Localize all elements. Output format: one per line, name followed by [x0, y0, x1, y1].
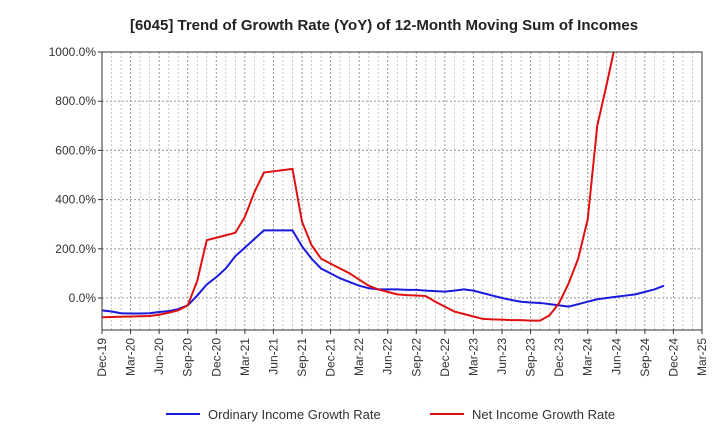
plot-frame [101, 51, 703, 331]
x-axis: Dec-19 Mar-20 Jun-20 Sep-20 Dec-20 Mar-21 Jun-… [95, 330, 709, 377]
x-tick-label: Mar-24 [581, 338, 595, 376]
x-tick-label: Mar-20 [124, 338, 138, 376]
y-tick-label: 0.0% [69, 291, 97, 305]
series-line-ordinary-income [102, 229, 665, 315]
x-tick-label: Sep-23 [524, 338, 538, 377]
x-tick-label: Mar-22 [352, 338, 366, 376]
x-tick-label: Sep-22 [409, 338, 423, 377]
y-tick-label: 1000.0% [49, 45, 97, 59]
series-line-net-income [102, 52, 615, 322]
x-tick-label: Mar-21 [238, 338, 252, 376]
x-tick-label: Dec-20 [209, 338, 223, 377]
legend: Ordinary Income Growth Rate Net Income Gr… [166, 407, 615, 422]
x-tick-label: Dec-23 [552, 338, 566, 377]
x-tick-label: Sep-20 [181, 338, 195, 377]
grid [101, 51, 703, 330]
y-tick-label: 600.0% [55, 143, 96, 157]
legend-label: Net Income Growth Rate [472, 407, 615, 422]
x-tick-label: Dec-24 [666, 338, 680, 377]
x-tick-label: Dec-22 [438, 338, 452, 377]
x-tick-label: Mar-25 [695, 338, 709, 376]
series-group [102, 52, 665, 322]
chart-title: [6045] Trend of Growth Rate (YoY) of 12-… [130, 17, 638, 34]
x-tick-label: Sep-21 [295, 338, 309, 377]
y-axis: 0.0% 200.0% 400.0% 600.0% 800.0% 1000.0% [49, 45, 102, 305]
y-tick-label: 400.0% [55, 193, 96, 207]
x-tick-label: Jun-24 [609, 338, 623, 375]
x-tick-label: Jun-23 [495, 338, 509, 375]
x-tick-label: Jun-20 [152, 338, 166, 375]
y-tick-label: 200.0% [55, 242, 96, 256]
x-tick-label: Dec-19 [95, 338, 109, 377]
x-tick-label: Jun-22 [381, 338, 395, 375]
legend-label: Ordinary Income Growth Rate [208, 407, 381, 422]
x-tick-label: Dec-21 [324, 338, 338, 377]
x-tick-label: Jun-21 [266, 338, 280, 375]
x-tick-label: Sep-24 [638, 338, 652, 377]
x-tick-label: Mar-23 [466, 338, 480, 376]
y-tick-label: 800.0% [55, 94, 96, 108]
